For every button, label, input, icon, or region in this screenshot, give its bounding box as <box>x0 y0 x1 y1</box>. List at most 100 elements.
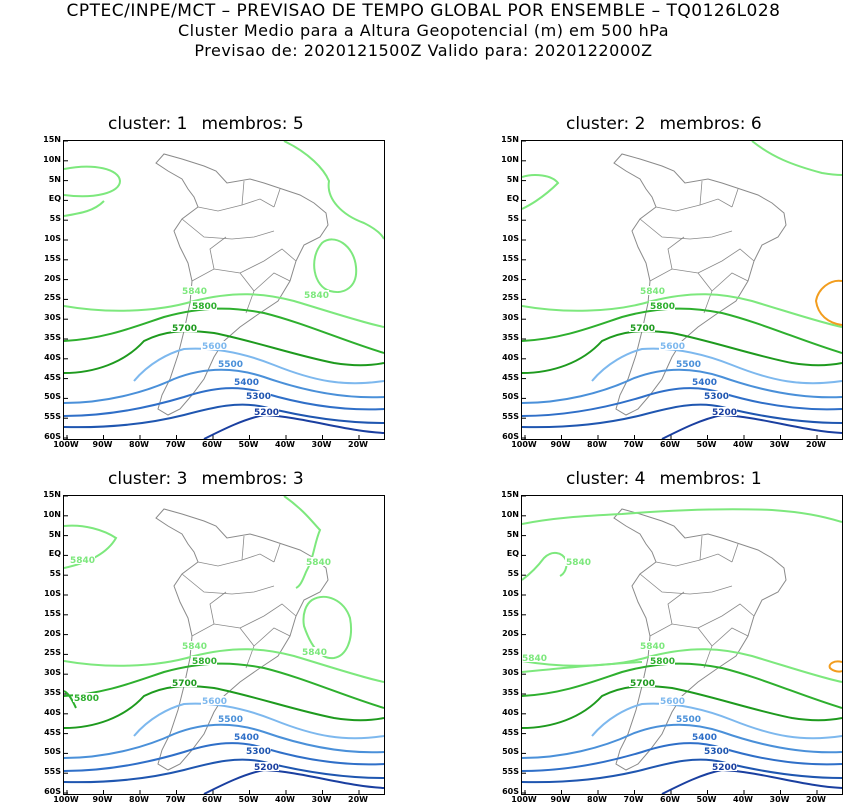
contour-label: 5840 <box>182 287 207 297</box>
lat-tick-label: 5S <box>49 214 61 224</box>
lat-tick-label: 25S <box>502 293 519 303</box>
lat-tick-label: 55S <box>44 412 61 422</box>
contour-5700 <box>64 330 384 374</box>
contour-label-bg <box>659 341 685 350</box>
contour-label: 5840 <box>304 291 329 301</box>
lon-tick-label: 90W <box>550 440 571 449</box>
lat-tick-label: 60S <box>502 432 519 441</box>
lat-tick-label: EQ <box>506 549 519 559</box>
contour-label-bg <box>253 762 279 771</box>
lat-tick-label: 10S <box>44 589 61 598</box>
contour-5800 <box>64 307 384 354</box>
contour-label-bg <box>711 407 737 416</box>
contour-label-bg <box>639 641 665 650</box>
lon-tick-label: 40W <box>733 795 753 804</box>
lat-tick-label: 15N <box>43 135 61 144</box>
lat-tick-label: 40S <box>502 707 519 717</box>
country-border <box>731 188 739 208</box>
lat-tick-label: 25S <box>502 648 519 658</box>
contour-label-bg <box>171 323 197 332</box>
contour-label-bg <box>305 557 331 566</box>
lat-tick-label: 20S <box>44 273 61 283</box>
contour-5400 <box>522 742 842 772</box>
contour-label-bg <box>171 678 197 687</box>
country-border <box>273 188 281 208</box>
contour-5600 <box>133 702 384 740</box>
lat-tick-label: 50S <box>44 747 61 757</box>
country-border <box>655 553 733 567</box>
lat-tick-label: 5N <box>506 529 519 539</box>
panel-title: cluster: 2 membros: 6 <box>566 114 776 134</box>
contour-label: 5200 <box>254 408 279 418</box>
contour-label-bg <box>253 407 279 416</box>
lat-tick-label: 50S <box>502 392 519 402</box>
lon-tick-label: 20W <box>348 795 368 804</box>
country-border <box>241 180 245 206</box>
lon-tick-label: 60W <box>202 795 222 804</box>
lat-tick-label: 5N <box>506 174 519 184</box>
lon-tick-label: 100W <box>53 440 79 449</box>
contour-label-bg <box>233 732 259 741</box>
contour-label: 5200 <box>712 408 737 418</box>
contour-label: 5400 <box>234 733 259 743</box>
contour-5840 <box>283 496 322 589</box>
contour-5840 <box>751 141 842 176</box>
map-panel: 5840 5800 5700 5600 5500 5400 5300 5200 <box>521 140 843 440</box>
contour-5600 <box>591 702 842 740</box>
contour-label-bg <box>522 653 547 662</box>
lat-tick-label: 50S <box>502 747 519 757</box>
contour-label-bg <box>649 301 675 310</box>
contour-label-bg <box>691 732 717 741</box>
country-border <box>655 198 733 212</box>
lat-tick-label: 5N <box>48 529 61 539</box>
lat-tick-label: 15N <box>43 490 61 499</box>
contour-label: 5500 <box>218 715 243 725</box>
lat-tick-label: 15S <box>502 608 519 618</box>
map-canvas: 5840 5800 5700 5600 5500 5400 5300 5200 5840 5840… <box>64 496 384 794</box>
lat-tick-label: EQ <box>48 549 61 559</box>
contour-5500 <box>64 368 384 404</box>
contour-label: 5200 <box>254 763 279 773</box>
contour-5700 <box>64 685 384 729</box>
contour-label: 5700 <box>172 324 197 334</box>
contour-label: 5800 <box>650 657 675 667</box>
contour-label-bg <box>217 714 243 723</box>
contour-5500 <box>64 723 384 759</box>
contour-5600 <box>133 347 384 385</box>
contour-5500 <box>522 368 842 404</box>
lon-tick-label: 20W <box>348 440 368 449</box>
cluster-label: cluster: 3 <box>108 469 188 489</box>
continent-outline <box>613 153 787 416</box>
contour-5300 <box>64 758 384 784</box>
country-border <box>253 627 291 647</box>
lon-tick-label: 80W <box>587 795 607 804</box>
lon-tick-label: 80W <box>129 440 149 449</box>
lon-tick-label: 60W <box>202 440 222 449</box>
lon-tick-label: 50W <box>238 440 259 449</box>
contour-label: 5300 <box>246 392 271 402</box>
contour-5300 <box>522 758 842 784</box>
contour-label-bg <box>191 301 217 310</box>
country-border <box>639 218 733 240</box>
map-canvas: 5840 5800 5700 5600 5500 5400 5300 5200 5840 5840 <box>522 496 842 794</box>
cluster-label: cluster: 1 <box>108 114 188 134</box>
lat-tick-label: 45S <box>44 372 61 382</box>
lat-tick-label: EQ <box>48 194 61 204</box>
lon-tick-label: 30W <box>769 440 790 449</box>
lon-tick-label: 100W <box>511 795 537 804</box>
lon-tick-label: 50W <box>696 795 717 804</box>
contour-5400 <box>522 387 842 417</box>
country-border <box>239 603 297 629</box>
continent-outline <box>613 508 787 771</box>
lat-tick-label: 55S <box>502 412 519 422</box>
lat-tick-label: 10S <box>44 234 61 243</box>
contour-label: 5500 <box>218 360 243 370</box>
lon-tick-label: 70W <box>165 795 186 804</box>
contour-5800 <box>522 662 842 709</box>
contour-label: 5840 <box>306 558 331 568</box>
contour-5400 <box>64 387 384 417</box>
lon-tick-label: 20W <box>806 795 826 804</box>
lat-tick-label: 10N <box>501 509 519 519</box>
lat-tick-label: 30S <box>44 313 61 323</box>
lon-tick-label: 100W <box>511 440 537 449</box>
